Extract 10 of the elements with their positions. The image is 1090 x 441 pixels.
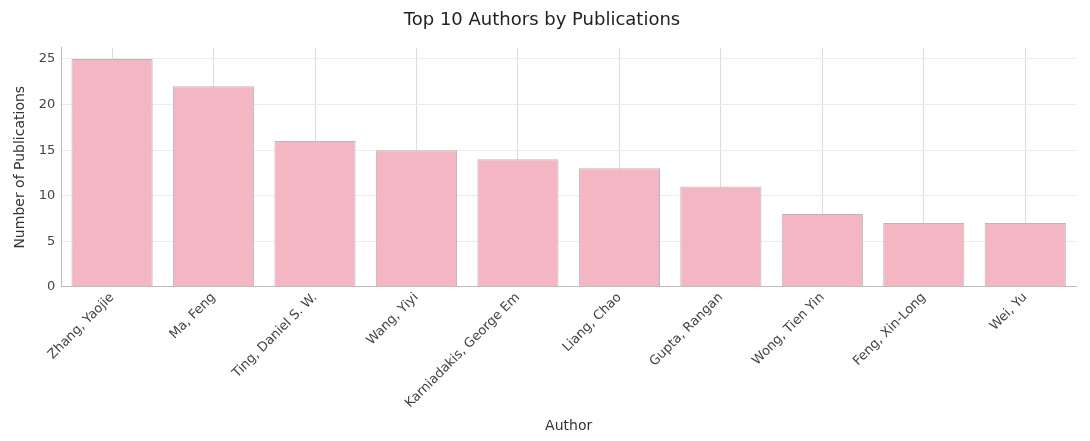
y-tick-label: 25: [38, 50, 56, 66]
y-tick-label: 10: [38, 187, 56, 203]
y-axis-title: Number of Publications: [11, 85, 28, 249]
y-tick-label: 5: [47, 232, 56, 248]
x-axis-title: Author: [545, 417, 593, 434]
y-tick-label: 20: [38, 95, 56, 111]
x-tick-label: Wei, Yu: [986, 289, 1030, 333]
chart-title: Top 10 Authors by Publications: [402, 8, 681, 30]
y-tick-label: 15: [38, 141, 56, 157]
y-tick-label: 0: [47, 278, 56, 294]
